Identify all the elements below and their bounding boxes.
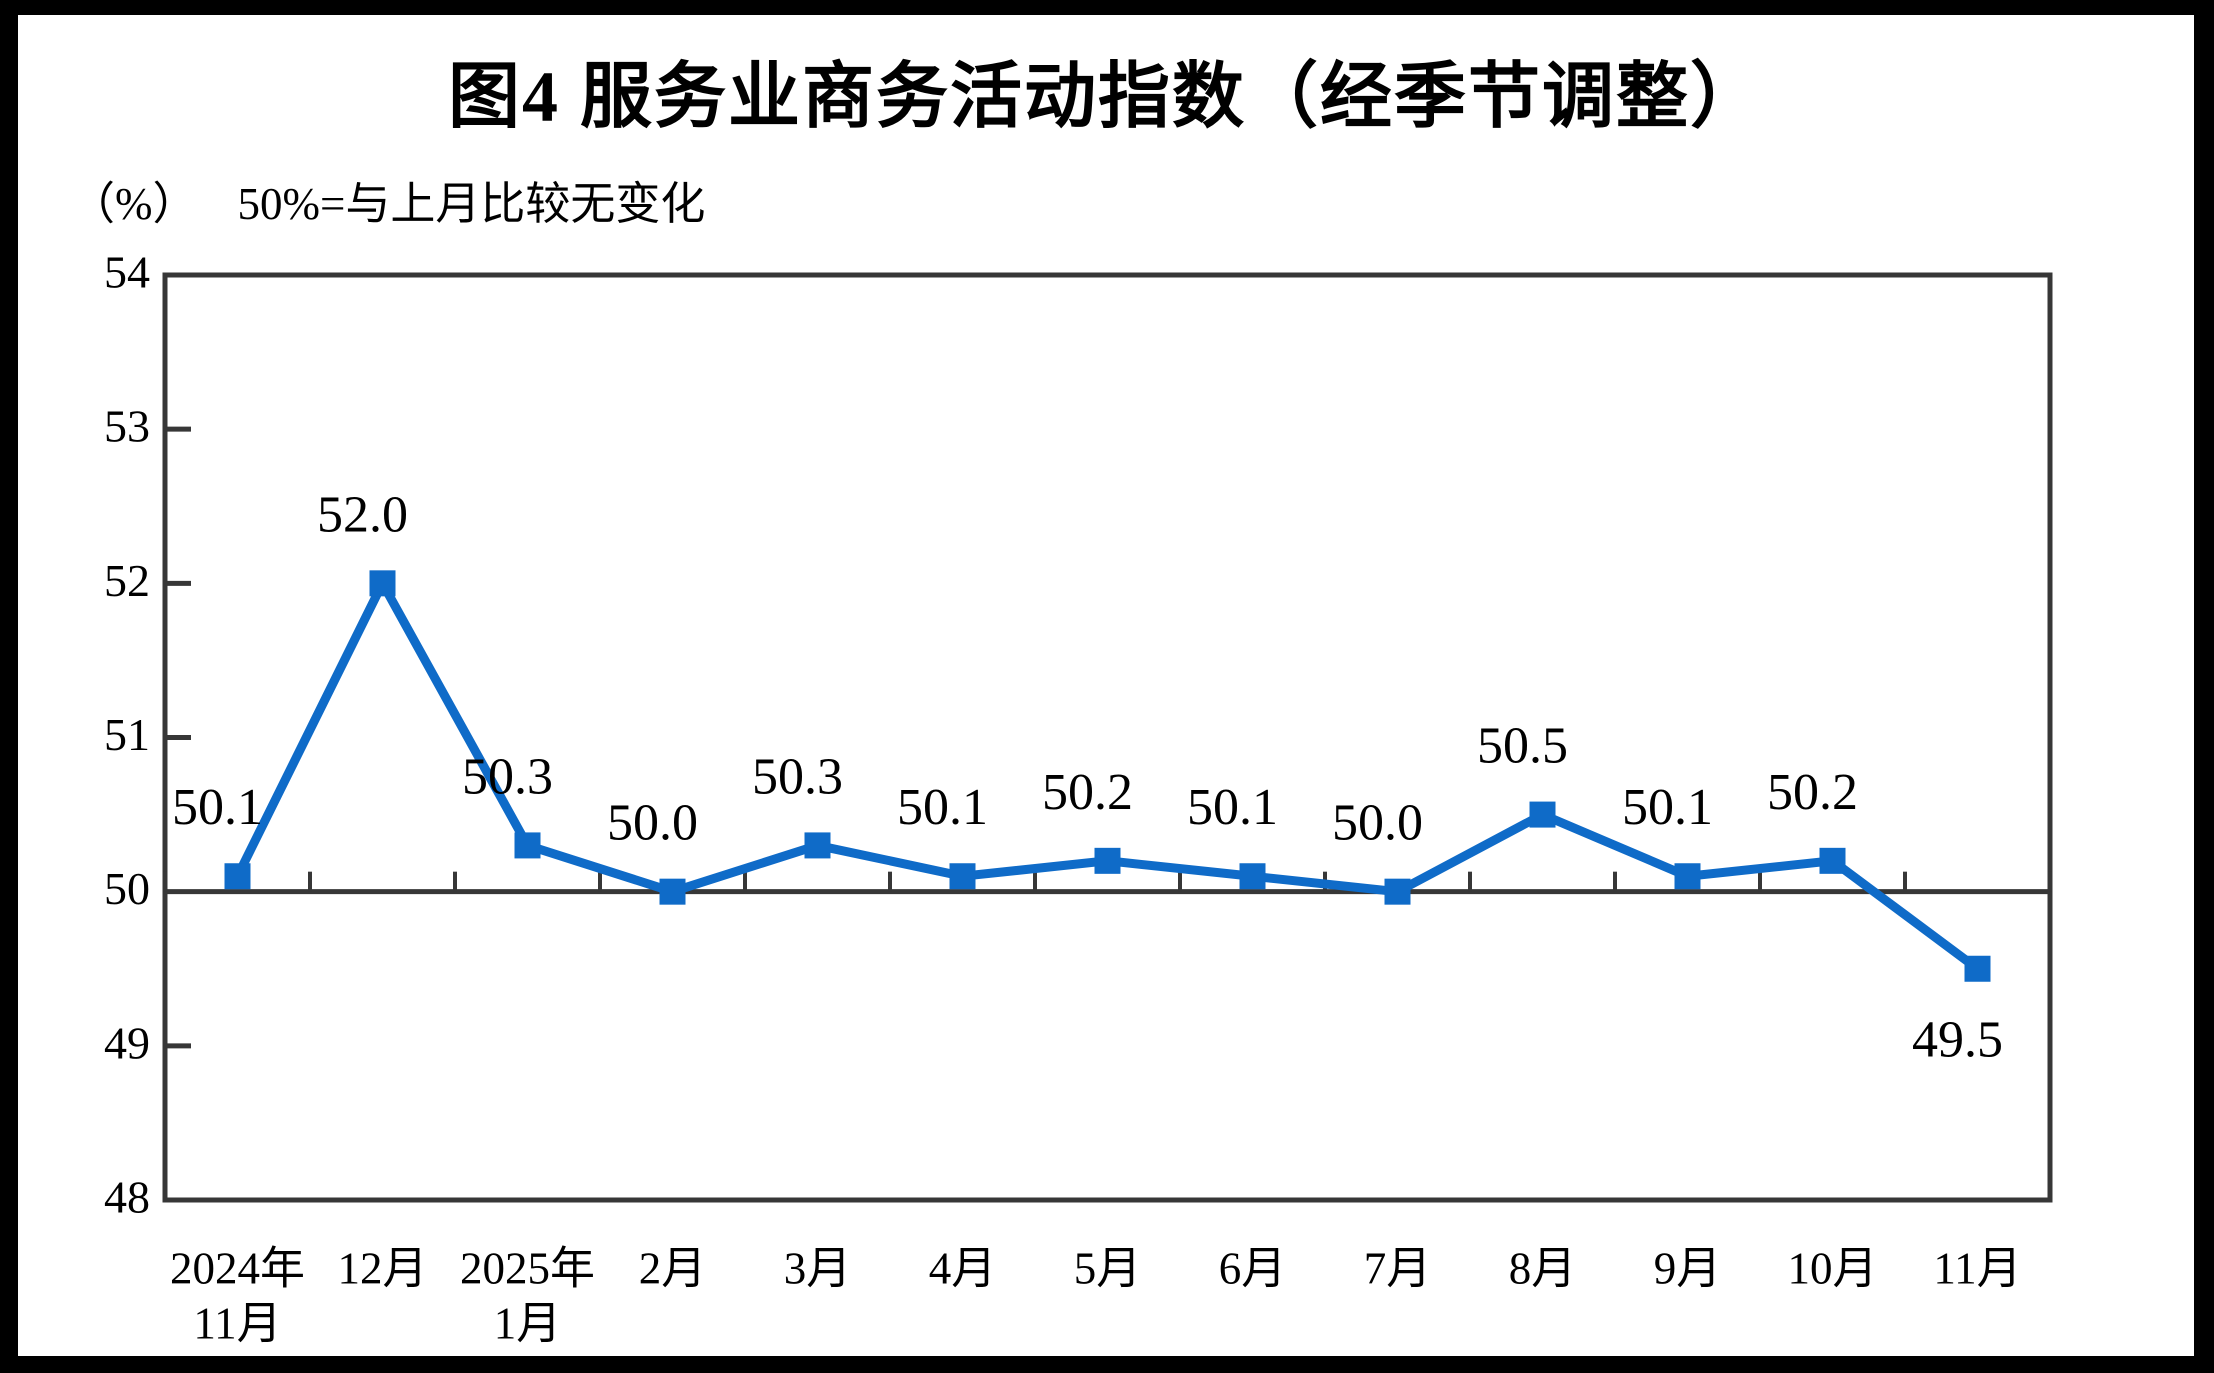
x-tick-label: 7月: [1364, 1243, 1432, 1293]
y-tick-label: 49: [104, 1017, 150, 1068]
data-point-label: 52.0: [317, 486, 408, 543]
data-point-marker: [514, 832, 541, 859]
data-point-marker: [659, 878, 686, 905]
data-point-marker: [949, 863, 976, 890]
y-tick-label: 54: [104, 247, 150, 298]
y-tick-label: 50: [104, 863, 150, 914]
figure-canvas: 图4 服务业商务活动指数（经季节调整） （%） 50%=与上月比较无变化 48 49…: [18, 15, 2194, 1356]
x-tick-label: 1月: [494, 1298, 562, 1348]
data-point-label: 50.5: [1477, 718, 1568, 775]
x-tick-label: 10月: [1787, 1243, 1877, 1293]
x-tick-label: 2024年: [170, 1243, 305, 1293]
x-tick-label: 9月: [1654, 1243, 1722, 1293]
x-tick-label: 11月: [1933, 1243, 2021, 1293]
x-tick-label: 6月: [1219, 1243, 1287, 1293]
data-point-marker: [1094, 847, 1121, 874]
y-tick-label: 52: [104, 555, 150, 606]
data-point-marker: [804, 832, 831, 859]
data-point-label: 50.3: [462, 748, 553, 805]
data-point-label: 50.1: [1187, 779, 1278, 836]
x-tick-label: 8月: [1509, 1243, 1577, 1293]
chart-title: 图4 服务业商务活动指数（经季节调整）: [447, 57, 1764, 137]
plot-frame: [162, 272, 2053, 1203]
data-point-label: 50.3: [752, 748, 843, 805]
data-point-marker: [369, 570, 396, 597]
line-chart-plot: 48 49 50 51 52 53 54 50.1 52.0 50.3 50.0 50.3 50.1 50…: [104, 247, 2053, 1348]
y-tick-label: 51: [104, 709, 150, 760]
y-tick-label: 48: [104, 1172, 150, 1223]
data-point-marker: [1819, 847, 1846, 874]
x-tick-label: 2月: [639, 1243, 707, 1293]
chart-subtitle: 50%=与上月比较无变化: [237, 179, 706, 229]
x-tick-label: 11月: [193, 1298, 281, 1348]
data-point-label: 50.1: [897, 779, 988, 836]
x-tick-label: 3月: [784, 1243, 852, 1293]
data-point-label: 50.1: [172, 779, 263, 836]
data-point-label: 50.2: [1767, 764, 1858, 821]
y-tick-label: 53: [104, 401, 150, 452]
data-point-marker: [1384, 878, 1411, 905]
chart-subtitle-row: （%） 50%=与上月比较无变化: [70, 167, 705, 232]
x-tick-label: 4月: [929, 1243, 997, 1293]
data-point-marker: [1529, 801, 1556, 828]
x-tick-label: 2025年: [460, 1243, 595, 1293]
data-point-marker: [1964, 955, 1991, 982]
x-tick-label: 5月: [1074, 1243, 1142, 1293]
data-point-marker: [1239, 863, 1266, 890]
data-point-marker: [1674, 863, 1701, 890]
y-axis-unit-label: （%）: [70, 179, 198, 229]
data-point-label: 50.2: [1042, 764, 1133, 821]
data-point-label: 50.0: [607, 795, 698, 852]
x-tick-label: 12月: [337, 1243, 427, 1293]
data-point-marker: [224, 863, 251, 890]
data-point-label: 49.5: [1912, 1012, 2003, 1069]
data-point-label: 50.1: [1622, 779, 1713, 836]
data-point-label: 50.0: [1332, 795, 1423, 852]
